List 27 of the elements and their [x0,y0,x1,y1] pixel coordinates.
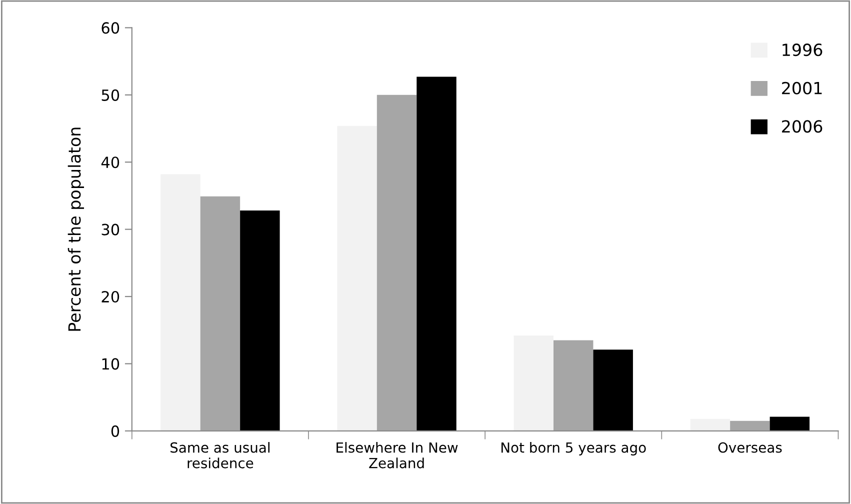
y-tick-label: 60 [102,22,120,34]
bar [240,210,280,431]
bar [514,335,554,431]
bar [200,196,240,431]
y-tick-label: 30 [102,224,120,236]
bar [690,418,730,431]
y-tick-label: 50 [102,89,120,101]
x-tick-label: Same as usual residence [170,442,270,468]
legend-label: 1996 [782,44,822,56]
y-tick-label: 40 [101,156,120,168]
legend-label: 2006 [782,120,822,133]
x-tick-label: Elsewhere In New Zealand [336,442,458,468]
x-tick-label: Not born 5 years ago [501,442,646,456]
legend-label: 2001 [782,82,822,94]
bar [593,350,633,431]
x-tick-label: Overseas [718,442,782,453]
bar [770,416,810,431]
y-tick-label: 0 [111,425,120,437]
y-tick-label: 20 [102,290,120,303]
bar [730,420,770,431]
bar [416,76,456,431]
y-tick-label: 10 [102,358,120,370]
y-axis-title: Percent of the populaton [68,128,84,331]
bar [337,126,377,431]
bar [160,174,200,431]
bar [553,340,594,431]
bar [376,94,417,431]
